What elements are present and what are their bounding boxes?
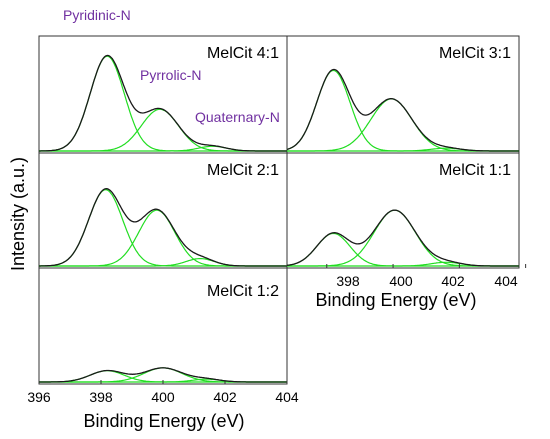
- annotation-quaternary: Quaternary-N: [195, 109, 280, 125]
- component-pyrrolic-n: [39, 209, 287, 267]
- panel-melcit-3-1: MelCit 3:1: [286, 35, 520, 154]
- envelope-curve: [39, 367, 287, 383]
- tick-label: 404: [275, 389, 299, 405]
- tick-label: 396: [27, 389, 51, 405]
- panel-title: MelCit 1:1: [439, 162, 511, 179]
- panel-melcit-1-2-x-ticks: 396 398 400 402 404: [27, 389, 299, 405]
- annotation-pyrrolic: Pyrrolic-N: [140, 67, 201, 83]
- panel-title: MelCit 4:1: [207, 45, 279, 62]
- panel-title: MelCit 3:1: [439, 45, 511, 62]
- tick-label: 400: [151, 389, 175, 405]
- panel-melcit-4-1: MelCit 4:1: [38, 35, 288, 154]
- envelope-curve: [286, 68, 519, 152]
- panel-melcit-1-2: MelCit 1:2: [38, 267, 288, 385]
- panel-title: MelCit 1:2: [207, 283, 279, 300]
- panel-melcit-1-1-x-ticks: 398 400 402 404: [336, 273, 518, 289]
- tick-label: 398: [89, 389, 113, 405]
- component-pyrrolic-n: [287, 209, 519, 267]
- y-axis-label: Intensity (a.u.): [8, 157, 28, 271]
- x-axis-label-left: Binding Energy (eV): [83, 411, 244, 431]
- panel-frame: [286, 152, 520, 269]
- panel-melcit-1-1: MelCit 1:1: [286, 152, 527, 269]
- component-pyridinic-n: [286, 69, 519, 152]
- panel-title: MelCit 2:1: [207, 162, 279, 179]
- annotation-pyridinic: Pyridinic-N: [63, 7, 131, 23]
- envelope-curve: [39, 54, 287, 152]
- envelope-curve: [286, 209, 519, 267]
- envelope-curve: [39, 188, 287, 267]
- component-pyridinic-n: [286, 232, 519, 267]
- tick-label: 404: [494, 273, 518, 289]
- tick-label: 398: [336, 273, 360, 289]
- tick-label: 402: [213, 389, 237, 405]
- component-pyridinic-n: [39, 189, 287, 267]
- component-quaternary-n: [39, 258, 287, 267]
- panel-melcit-2-1: MelCit 2:1: [38, 152, 288, 269]
- tick-label: 400: [389, 273, 413, 289]
- x-axis-label-right: Binding Energy (eV): [315, 290, 476, 310]
- tick-label: 402: [441, 273, 465, 289]
